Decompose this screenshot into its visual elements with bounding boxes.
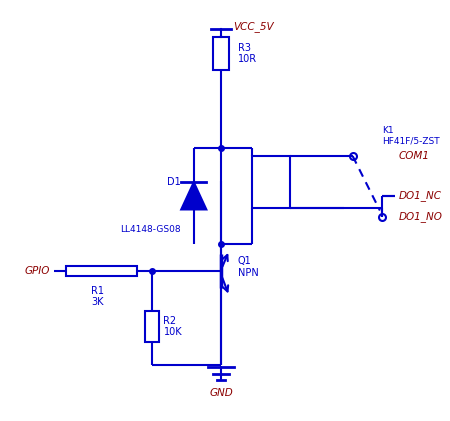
Text: R2
10K: R2 10K xyxy=(163,316,182,337)
Text: R1
3K: R1 3K xyxy=(91,286,104,307)
Text: DO1_NC: DO1_NC xyxy=(399,190,442,201)
Text: R3
10R: R3 10R xyxy=(238,43,257,64)
Bar xyxy=(252,156,290,208)
Bar xyxy=(66,266,137,276)
Text: VCC_5V: VCC_5V xyxy=(234,21,274,32)
Text: COM1: COM1 xyxy=(399,151,430,161)
Text: Q1
NPN: Q1 NPN xyxy=(238,256,258,278)
Bar xyxy=(212,37,230,70)
Text: DO1_NO: DO1_NO xyxy=(399,211,443,222)
Polygon shape xyxy=(181,182,207,210)
Bar xyxy=(144,311,159,342)
Text: GPIO: GPIO xyxy=(24,266,50,276)
Text: GND: GND xyxy=(209,388,233,398)
Text: K1
HF41F/5-ZST: K1 HF41F/5-ZST xyxy=(382,126,440,146)
Text: D1: D1 xyxy=(167,178,181,187)
Text: LL4148-GS08: LL4148-GS08 xyxy=(121,224,181,234)
